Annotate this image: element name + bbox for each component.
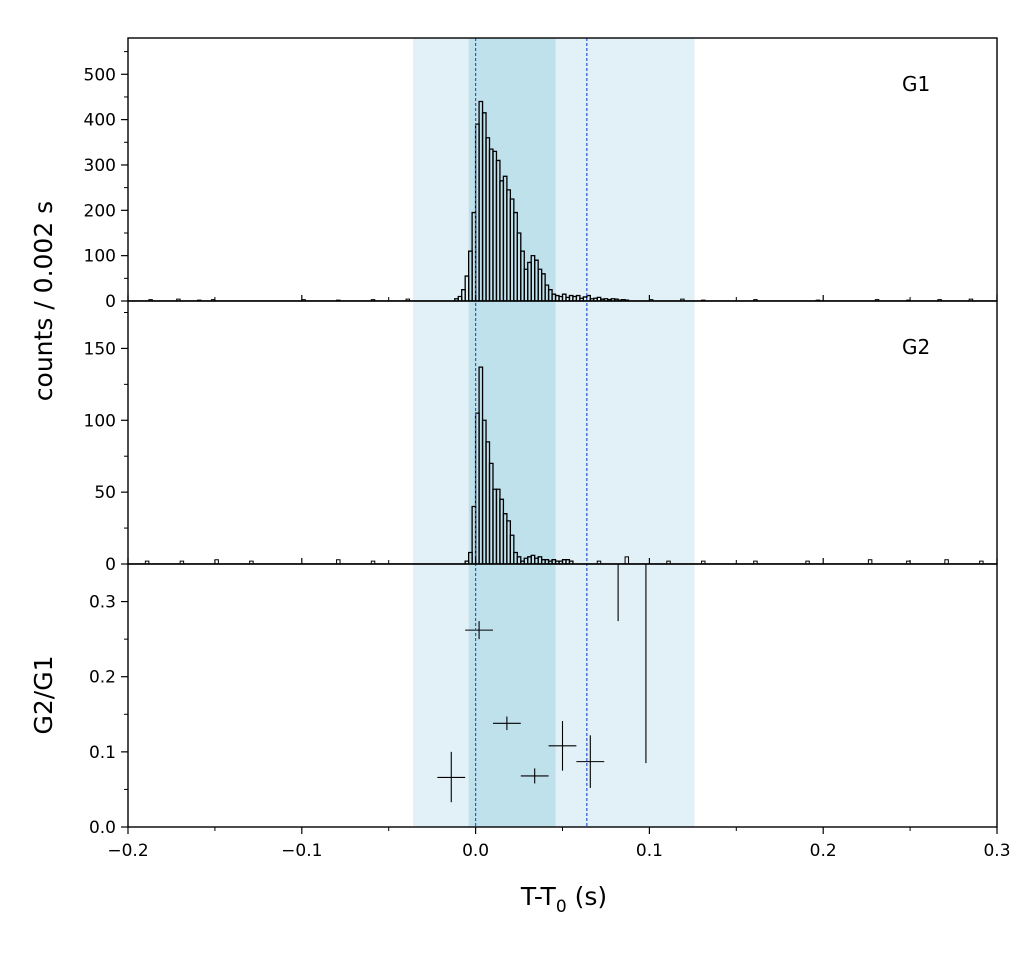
x-axis-title-unit: (s): [567, 882, 607, 911]
reference-lines: [475, 38, 588, 827]
g1-y-tick-label: 300: [84, 156, 116, 176]
ratio-y-tick-label: 0.3: [89, 593, 116, 613]
g2-background-bin-m0_06: [370, 560, 376, 564]
g1-y-tick-label: 100: [84, 247, 116, 267]
g2-y-tick-label: 50: [94, 483, 116, 503]
ratio-y-tick-label: 0.0: [89, 818, 116, 838]
x-tick-label: −0.2: [107, 841, 148, 861]
y-axis-title-ratio: G2/G1: [29, 656, 58, 735]
g2-background-bin-0_29: [979, 560, 984, 564]
g2-background-bin-0_07: [596, 560, 602, 564]
panel-ratio: [437, 564, 647, 803]
ratio-point-4: [520, 768, 549, 784]
panel-label-g1: G1: [902, 72, 930, 96]
x-axis-title-main: T-T: [520, 882, 557, 911]
g2-y-tick-label: 100: [84, 411, 116, 431]
g1-background-bin-0_118: [680, 298, 685, 301]
panel-label-g2: G2: [902, 335, 930, 359]
x-axis-title-subscript: 0: [556, 897, 567, 917]
g1-background-bin-m0_172: [176, 298, 181, 301]
g1-y-tick-label: 400: [84, 111, 116, 131]
ratio-point-3: [492, 716, 521, 731]
axes: 0 100 200 300 400 500 0 50 100 150 0.0 0.1 0.2 0.3 −0.…: [84, 37, 1011, 861]
ratio-point-1: [437, 751, 466, 803]
g2-background-bin-0_13: [701, 560, 706, 564]
g2-background-bin-m0_17: [179, 560, 185, 564]
g1-y-tick-label: 500: [84, 65, 116, 85]
g2-background-bin-0_19: [805, 560, 810, 564]
g2-bin-0_054: [568, 560, 574, 564]
g2-y-tick-label: 0: [105, 555, 116, 575]
x-tick-label: 0.2: [810, 841, 837, 861]
g1-y-tick-label: 0: [105, 292, 116, 312]
g2-bin-0_02: [509, 534, 515, 564]
shaded-region-inner-window: [468, 38, 556, 827]
g2-background-bin-m0_13: [249, 560, 254, 564]
x-tick-label: 0.3: [983, 841, 1010, 861]
ratio-point-5: [548, 721, 577, 771]
ratio-y-tick-label: 0.1: [89, 743, 116, 763]
g1-background-bin-m0_04: [405, 298, 411, 301]
ratio-point-6: [576, 735, 605, 788]
g2-background-bin-0_11: [666, 560, 671, 564]
g2-background-bin-0_086: [624, 556, 630, 564]
g2-background-bin-m0_19: [144, 560, 150, 564]
g2-background-bin-0_226: [867, 559, 873, 564]
g1-background-bin-0_284: [968, 298, 974, 301]
g2-background-bin-0_27: [944, 559, 949, 564]
x-tick-label: −0.1: [281, 841, 322, 861]
shaded-regions: [413, 38, 695, 827]
g2-background-bin-m0_08: [336, 559, 341, 564]
ratio-point-2: [465, 621, 493, 640]
g1-y-tick-label: 200: [84, 201, 116, 221]
panel-g1: [128, 100, 997, 301]
x-tick-label: 0.1: [636, 841, 663, 861]
ratio-y-tick-label: 0.2: [89, 668, 116, 688]
g2-bin-0_024: [516, 556, 522, 564]
g2-y-tick-label: 150: [84, 339, 116, 359]
g2-background-bin-0_16: [753, 560, 758, 564]
x-axis-title: T-T0 (s): [520, 882, 607, 917]
x-tick-label: 0.0: [462, 841, 489, 861]
y-axis-title-counts: counts / 0.002 s: [29, 201, 58, 401]
